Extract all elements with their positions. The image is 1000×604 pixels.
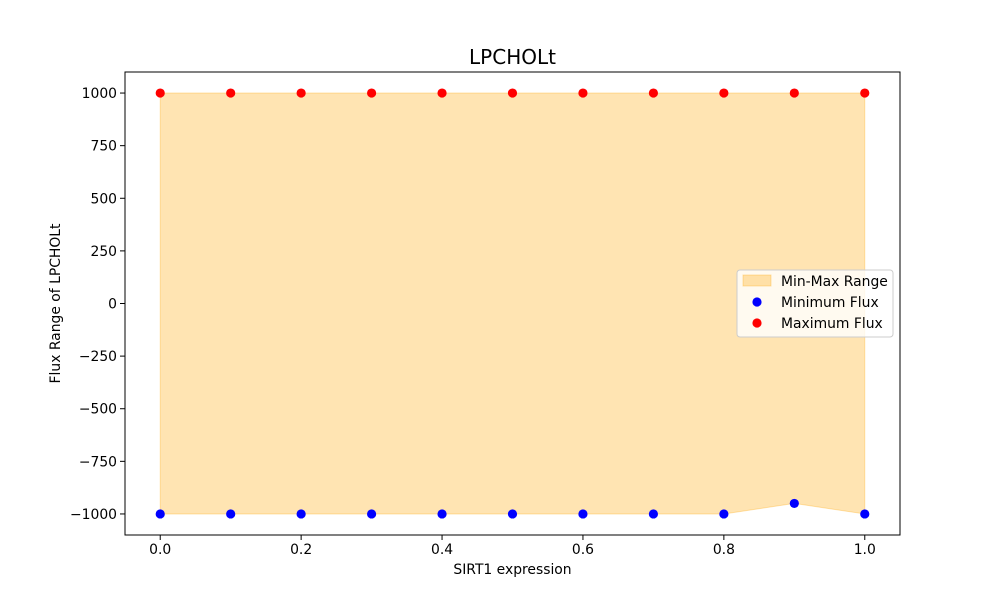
- minimum-flux-point: [155, 509, 165, 519]
- minimum-flux-point: [578, 509, 588, 519]
- minimum-flux-point: [648, 509, 659, 519]
- x-tick-label: 0.6: [572, 542, 594, 558]
- minimum-flux-point: [860, 509, 870, 519]
- chart-title: LPCHOLt: [469, 45, 556, 69]
- legend-label-maximum-flux: Maximum Flux: [781, 316, 883, 332]
- y-axis-label: Flux Range of LPCHOLt: [48, 223, 64, 383]
- x-tick-label: 1.0: [854, 542, 876, 558]
- maximum-flux-point: [719, 88, 729, 98]
- maximum-flux-point: [155, 88, 165, 98]
- maximum-flux-point: [578, 88, 588, 98]
- legend-marker-minimum-flux: [752, 297, 762, 307]
- maximum-flux-point: [648, 88, 659, 98]
- legend: Min-Max Range Minimum Flux Maximum Flux: [736, 269, 894, 338]
- minimum-flux-point: [789, 498, 799, 509]
- y-tick-label: −250: [79, 349, 117, 365]
- y-tick-label: −1000: [70, 507, 117, 523]
- y-tick-label: 750: [90, 139, 117, 155]
- maximum-flux-point: [366, 88, 377, 98]
- y-tick-label: 500: [90, 191, 117, 207]
- y-tick-label: 250: [90, 244, 117, 260]
- maximum-flux-point: [437, 88, 447, 98]
- legend-label-minimum-flux: Minimum Flux: [781, 295, 879, 311]
- maximum-flux-point: [226, 88, 236, 98]
- x-tick-label: 0.0: [149, 542, 171, 558]
- minimum-flux-point: [507, 509, 518, 519]
- maximum-flux-point: [296, 88, 306, 98]
- maximum-flux-point: [789, 88, 799, 98]
- minimum-flux-point: [719, 509, 729, 519]
- minimum-flux-point: [226, 509, 236, 519]
- legend-label-min-max-range: Min-Max Range: [781, 274, 888, 290]
- minimum-flux-point: [437, 509, 447, 519]
- y-tick-label: −500: [79, 402, 117, 418]
- minimum-flux-point: [296, 509, 306, 519]
- points-layer: [155, 88, 870, 519]
- minimum-flux-point: [366, 509, 377, 519]
- maximum-flux-point: [860, 88, 870, 98]
- axes-layer: 0.0 0.2 0.4 0.6 0.8 1.0 1000 750 500 250 0 −250 −500…: [70, 71, 901, 558]
- x-tick-label: 0.2: [290, 542, 312, 558]
- maximum-flux-point: [507, 88, 518, 98]
- legend-swatch-min-max-range: [742, 274, 772, 287]
- legend-marker-maximum-flux: [752, 318, 762, 328]
- y-tick-label: −750: [79, 454, 117, 470]
- x-tick-label: 0.4: [431, 542, 453, 558]
- x-axis-label: SIRT1 expression: [453, 562, 571, 578]
- y-tick-label: 1000: [82, 86, 117, 102]
- legend-box: [736, 269, 894, 338]
- y-tick-label: 0: [108, 297, 117, 313]
- x-tick-label: 0.8: [713, 542, 735, 558]
